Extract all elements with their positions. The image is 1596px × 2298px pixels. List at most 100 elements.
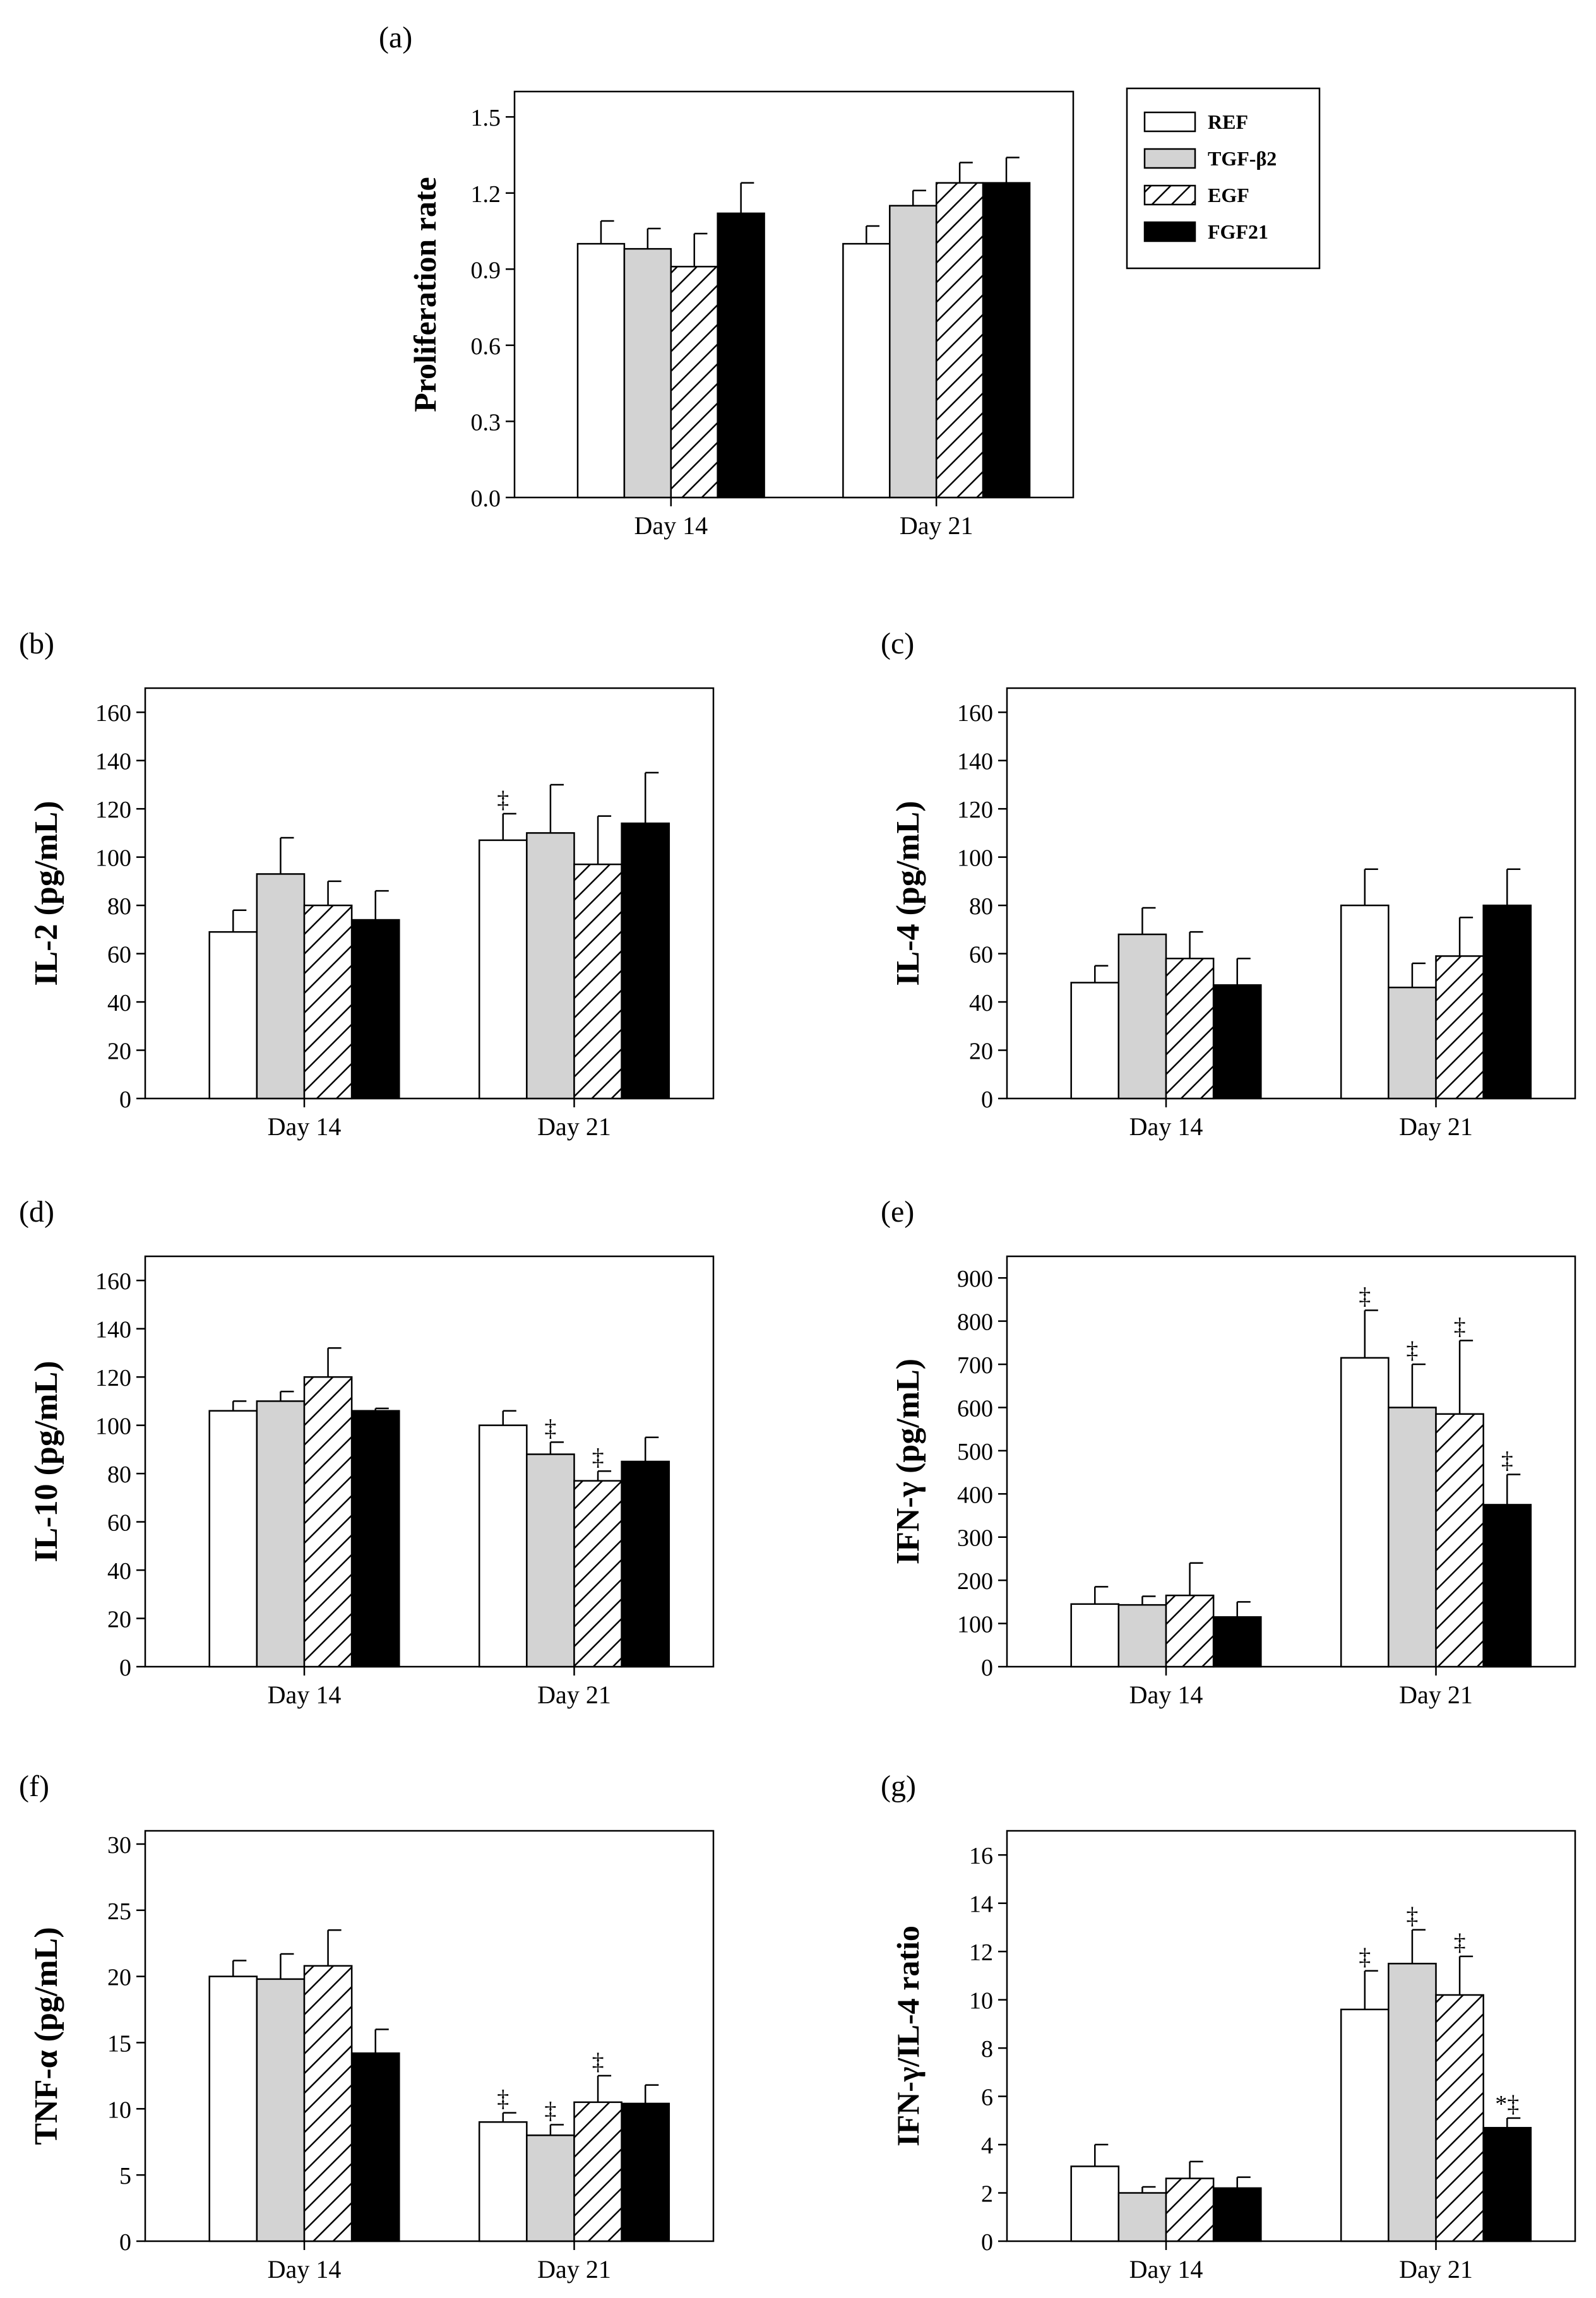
- y-axis-label: IFN-γ (pg/mL): [890, 1359, 926, 1564]
- bar-tgf-2-day-14: [1117, 2192, 1167, 2242]
- bar-egf-day-14: [1165, 957, 1215, 1100]
- x-tick-label: Day 21: [537, 2255, 611, 2283]
- bar-tgf-2-day-21: [1388, 1963, 1437, 2242]
- y-tick-label: 500: [957, 1439, 993, 1465]
- y-tick-label: 100: [95, 845, 131, 872]
- bar-fgf21-day-14: [350, 919, 400, 1100]
- y-tick-label: 200: [957, 1568, 993, 1595]
- significance-mark: ‡: [1359, 1283, 1371, 1310]
- y-tick-label: 300: [957, 1525, 993, 1552]
- bar-fgf21-day-21: [1482, 1504, 1532, 1668]
- legend-swatch-fgf21: [1143, 221, 1196, 242]
- y-tick-label: 20: [107, 1965, 131, 1991]
- bar-ref-day-21: [478, 1424, 528, 1668]
- y-tick-label: 160: [95, 700, 131, 727]
- x-tick-label: Day 14: [268, 2255, 342, 2283]
- plot-frame: [144, 687, 715, 1100]
- bar-tgf-2-day-14: [1117, 933, 1167, 1100]
- bar-ref-day-21: [1340, 1357, 1390, 1668]
- chart-panel-d: (d) 0 20 40 60 80 100 120 140 160 Day 14 Day 21 ‡ ‡ IL…: [19, 1195, 715, 1709]
- y-tick-label: 0: [981, 1086, 993, 1113]
- y-tick-label: 0: [981, 1655, 993, 1681]
- y-tick-label: 0: [119, 1655, 131, 1681]
- plot-frame: [1006, 1830, 1576, 2242]
- x-tick-label: Day 14: [1129, 1112, 1203, 1141]
- legend-label-fgf21: FGF21: [1208, 220, 1268, 243]
- y-tick-label: 0.3: [471, 409, 501, 436]
- significance-mark: ‡: [592, 1444, 604, 1470]
- bar-egf-day-21: [1435, 1413, 1484, 1668]
- bar-ref-day-14: [208, 931, 258, 1100]
- bar-tgf-2-day-21: [526, 1453, 575, 1668]
- y-axis-label: TNF-α (pg/mL): [28, 1927, 64, 2145]
- bar-fgf21-day-14: [1212, 984, 1262, 1100]
- plot-frame: [144, 1830, 715, 2242]
- significance-mark: ‡: [544, 2097, 556, 2124]
- y-tick-label: 140: [957, 749, 993, 775]
- chart-panel-c: (c) 0 20 40 60 80 100 120 140 160 Day 14 Day 21 IL-4…: [881, 627, 1576, 1141]
- x-tick-label: Day 21: [537, 1681, 611, 1709]
- y-tick-label: 80: [107, 1462, 131, 1488]
- y-tick-label: 40: [969, 990, 993, 1016]
- x-tick-label: Day 21: [1399, 1681, 1473, 1709]
- x-tick-label: Day 14: [634, 511, 708, 540]
- bar-egf-day-14: [303, 904, 353, 1100]
- y-tick-label: 140: [95, 749, 131, 775]
- y-tick-label: 4: [981, 2133, 993, 2159]
- panel-label: (e): [881, 1195, 914, 1229]
- chart-panel-e: (e) 0 100 200 300 400 500 600 700 800 900 Day 14 Day…: [881, 1195, 1576, 1709]
- legend-swatch-ref: [1143, 111, 1196, 133]
- y-tick-label: 0.0: [471, 485, 501, 512]
- bar-fgf21-day-21: [621, 2102, 670, 2242]
- x-tick-label: Day 14: [1129, 2255, 1203, 2283]
- chart-panel-b: (b) 0 20 40 60 80 100 120 140 160 Day 14 Day 21 ‡ IL-…: [19, 627, 715, 1141]
- bar-ref-day-14: [1070, 1603, 1120, 1668]
- bar-ref-day-21: [842, 242, 891, 499]
- bar-ref-day-14: [208, 1410, 258, 1668]
- y-tick-label: 20: [107, 1039, 131, 1065]
- y-axis-label: IFN-γ/IL-4 ratio: [890, 1926, 926, 2146]
- legend-swatch-tgf-2: [1143, 148, 1196, 169]
- y-tick-label: 20: [107, 1607, 131, 1633]
- legend-label-ref: REF: [1208, 110, 1248, 133]
- legend-label-tgf-2: TGF-β2: [1208, 147, 1277, 170]
- legend-label-egf: EGF: [1208, 184, 1249, 206]
- bar-egf-day-14: [1165, 1594, 1215, 1668]
- panel-label: (c): [881, 627, 914, 660]
- bar-egf-day-14: [303, 1965, 353, 2242]
- y-tick-label: 900: [957, 1266, 993, 1292]
- significance-mark: ‡: [1454, 1313, 1466, 1340]
- y-tick-label: 100: [957, 1612, 993, 1638]
- significance-mark: ‡: [1501, 1448, 1513, 1474]
- bar-egf-day-21: [573, 2101, 622, 2242]
- significance-mark: ‡: [497, 787, 509, 813]
- y-tick-label: 0.9: [471, 257, 501, 283]
- bar-tgf-2-day-21: [526, 2134, 575, 2242]
- bar-fgf21-day-14: [717, 212, 765, 499]
- x-tick-label: Day 21: [537, 1112, 611, 1141]
- y-tick-label: 0: [119, 1086, 131, 1113]
- plot-frame: [513, 90, 1075, 499]
- legend-swatch-egf: [1143, 184, 1196, 206]
- x-tick-label: Day 14: [1129, 1681, 1203, 1709]
- panel-label: (b): [19, 627, 54, 660]
- x-tick-label: Day 21: [1399, 2255, 1473, 2283]
- y-tick-label: 16: [969, 1843, 993, 1869]
- bar-tgf-2-day-21: [526, 832, 575, 1100]
- chart-panel-f: (f) 0 5 10 15 20 25 30 Day 14 Day 21 ‡ ‡ ‡ TNF-α (pg/…: [19, 1770, 715, 2283]
- y-tick-label: 80: [969, 893, 993, 920]
- bar-egf-day-21: [1435, 1994, 1484, 2242]
- bar-tgf-2-day-14: [1117, 1604, 1167, 1668]
- y-tick-label: 100: [95, 1414, 131, 1440]
- y-tick-label: 160: [95, 1268, 131, 1295]
- y-tick-label: 1.2: [471, 181, 501, 208]
- bar-ref-day-21: [478, 2121, 528, 2242]
- bar-fgf21-day-21: [982, 182, 1031, 499]
- y-tick-label: 700: [957, 1352, 993, 1379]
- bar-tgf-2-day-21: [1388, 986, 1437, 1100]
- y-axis-label: IL-2 (pg/mL): [28, 801, 64, 985]
- bar-tgf-2-day-14: [256, 873, 306, 1100]
- y-tick-label: 0: [981, 2229, 993, 2256]
- significance-mark: *‡: [1495, 2091, 1519, 2117]
